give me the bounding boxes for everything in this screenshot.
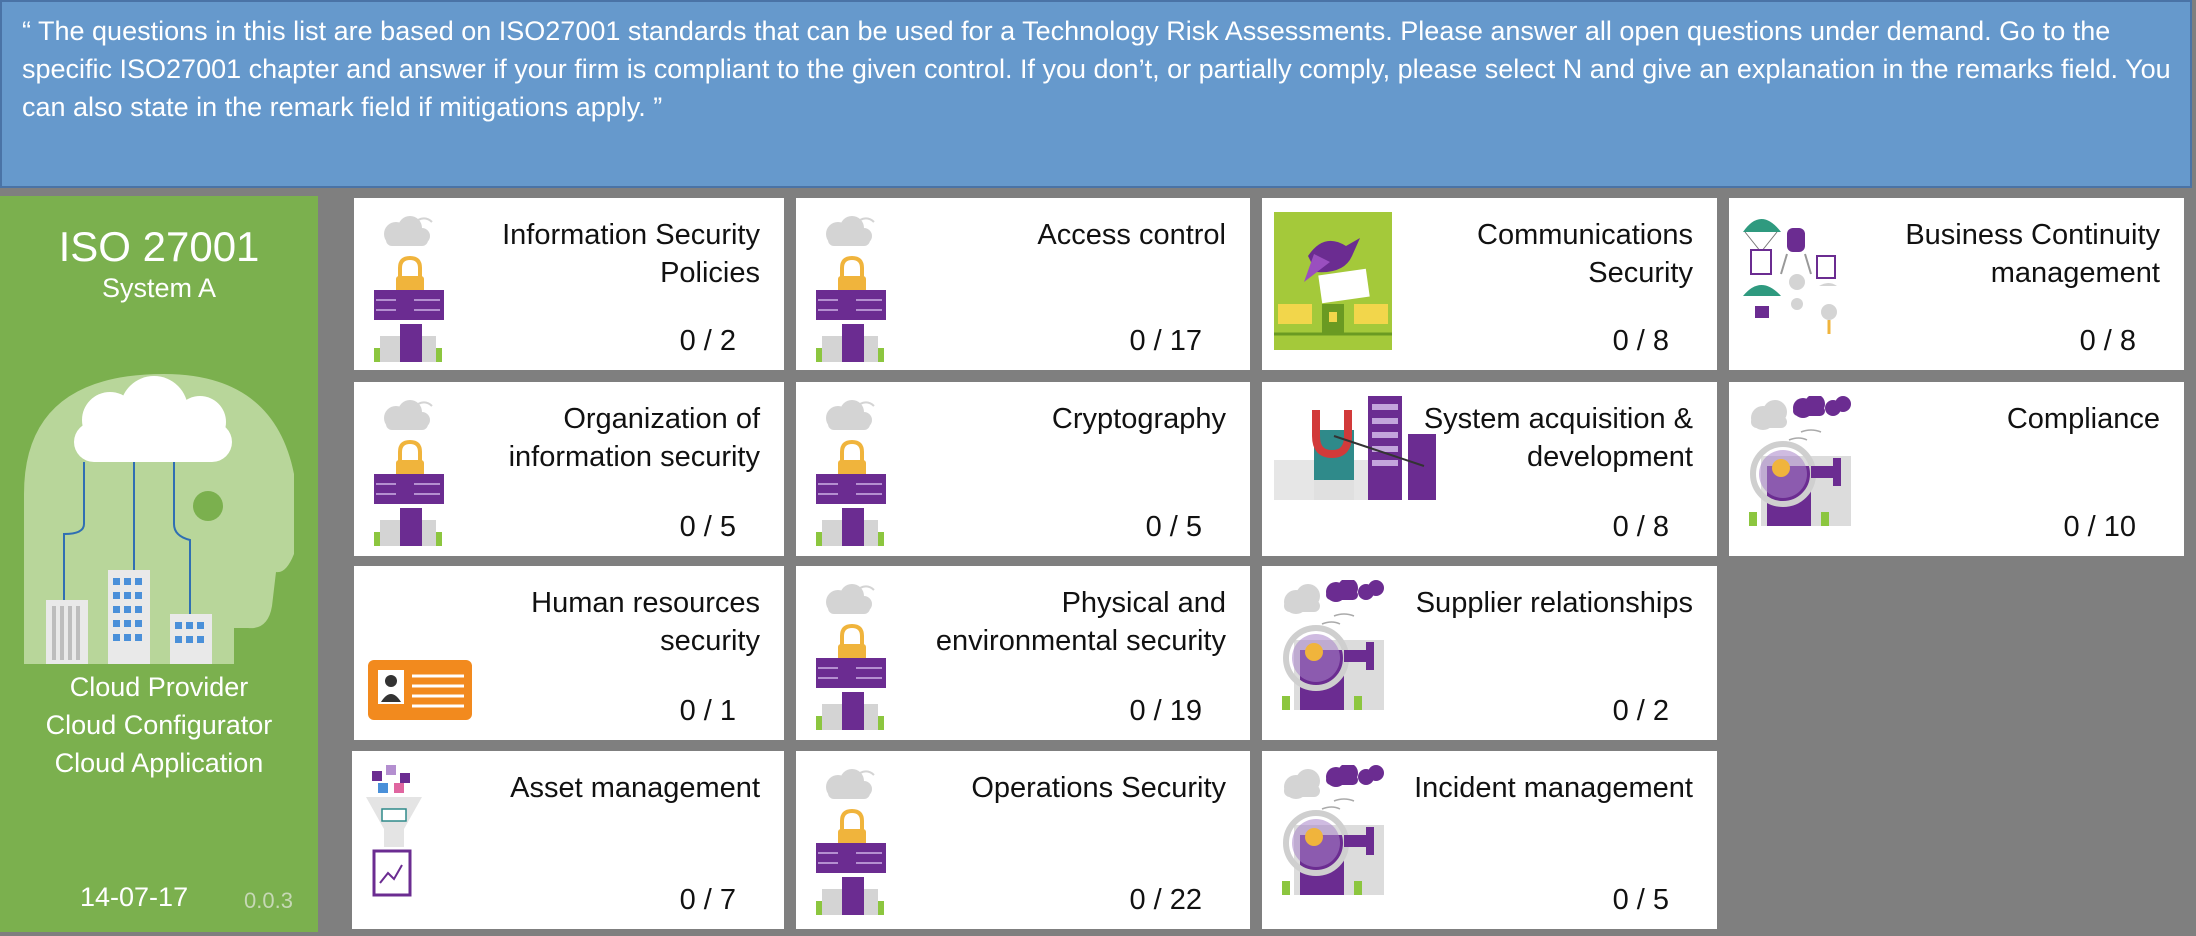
tile-title-line: development (1526, 441, 1693, 473)
tile-title: Asset management (510, 769, 760, 807)
tile-asset-management[interactable]: Asset management 0 / 7 (352, 751, 784, 929)
tile-title-line: Policies (660, 257, 760, 289)
tile-operations-security[interactable]: Operations Security 0 / 22 (796, 751, 1250, 929)
tile-title: Business Continuity management (1905, 216, 2160, 292)
role-cloud-provider: Cloud Provider (69, 672, 249, 702)
tile-communications-security[interactable]: Communications Security 0 / 8 (1262, 198, 1717, 370)
tile-title-line: Supplier relationships (1415, 587, 1693, 619)
funnel-document-icon (364, 765, 424, 910)
lock-building-icon (808, 212, 888, 367)
magnifier-building-icon (1274, 763, 1394, 904)
system-name: System A (101, 273, 217, 303)
tile-progress-count: 0 / 1 (679, 695, 736, 727)
tile-progress-count: 0 / 8 (1612, 511, 1669, 543)
tile-supplier-relationships[interactable]: Supplier relationships 0 / 2 (1262, 566, 1717, 740)
lock-building-icon (808, 396, 888, 551)
tile-title-line: Business Continuity (1905, 219, 2160, 251)
tile-title-line: environmental security (935, 625, 1226, 657)
tile-progress-count: 0 / 8 (2079, 325, 2136, 357)
tile-progress-count: 0 / 17 (1129, 325, 1202, 357)
tile-title: Information Security Policies (502, 216, 760, 292)
tile-title-line: Communications (1477, 219, 1693, 251)
tile-title-line: Physical and (1061, 587, 1226, 619)
tile-title: Communications Security (1477, 216, 1693, 292)
tile-title: Supplier relationships (1416, 584, 1693, 622)
magnifier-building-icon (1274, 578, 1394, 719)
tile-title: Incident management (1414, 769, 1693, 807)
tile-title: Physical and environmental security (936, 584, 1226, 660)
tile-title: System acquisition & development (1424, 400, 1693, 476)
tile-title: Cryptography (1052, 400, 1226, 438)
tile-incident-management[interactable]: Incident management 0 / 5 (1262, 751, 1717, 929)
tile-cryptography[interactable]: Cryptography 0 / 5 (796, 382, 1250, 556)
tile-title-line: management (1990, 257, 2160, 289)
tile-title-line: Asset management (510, 772, 760, 804)
tile-title-line: Incident management (1414, 772, 1693, 804)
tile-title-line: Cryptography (1051, 403, 1226, 435)
tile-title-line: Access control (1037, 219, 1226, 251)
tile-title: Access control (1037, 216, 1226, 254)
tile-title: Human resources security (531, 584, 760, 660)
parachute-icon (1741, 212, 1841, 351)
tile-title-line: Compliance (2006, 403, 2160, 435)
tile-title-line: Information Security (502, 219, 760, 251)
tile-information-security-policies[interactable]: Information Security Policies 0 / 2 (354, 198, 784, 370)
instructions-banner: “ The questions in this list are based o… (0, 0, 2192, 188)
tile-title: Operations Security (971, 769, 1226, 807)
tile-title: Compliance (2007, 400, 2160, 438)
tile-progress-count: 0 / 22 (1129, 884, 1202, 916)
tile-system-acquisition-development[interactable]: System acquisition & development 0 / 8 (1262, 382, 1717, 556)
tile-title-line: Operations Security (971, 772, 1226, 804)
tile-progress-count: 0 / 5 (679, 511, 736, 543)
lock-building-icon (366, 396, 446, 551)
report-date: 14-07-17 (80, 882, 189, 912)
role-cloud-configurator: Cloud Configurator (45, 710, 273, 740)
bird-envelope-icon (1274, 212, 1392, 355)
tile-title-line: Security (1588, 257, 1693, 289)
lock-building-icon (808, 765, 888, 920)
tile-title-line: System acquisition & (1423, 403, 1693, 435)
cloud-head-illustration (24, 374, 294, 664)
tile-title-line: security (660, 625, 760, 657)
tile-progress-count: 0 / 7 (679, 884, 736, 916)
tile-progress-count: 0 / 5 (1145, 511, 1202, 543)
tile-title-line: information security (508, 441, 760, 473)
version-label: 0.0.3 (244, 888, 293, 913)
tile-progress-count: 0 / 2 (1612, 695, 1669, 727)
magnifier-building-icon (1741, 394, 1861, 535)
tile-progress-count: 0 / 2 (679, 325, 736, 357)
tile-progress-count: 0 / 5 (1612, 884, 1669, 916)
tile-progress-count: 0 / 10 (2063, 511, 2136, 543)
tile-title-line: Human resources (531, 587, 760, 619)
lock-building-icon (808, 580, 888, 735)
tile-title-line: Organization of (563, 403, 760, 435)
tile-business-continuity-management[interactable]: Business Continuity management 0 / 8 (1729, 198, 2184, 370)
cloud-roles: Cloud Provider Cloud Configurator Cloud … (0, 668, 318, 782)
tile-progress-count: 0 / 19 (1129, 695, 1202, 727)
lock-building-icon (366, 212, 446, 367)
tile-progress-count: 0 / 8 (1612, 325, 1669, 357)
tile-compliance[interactable]: Compliance 0 / 10 (1729, 382, 2184, 556)
tile-title: Organization of information security (509, 400, 760, 476)
sidebar-panel: ISO 27001 System A Cloud Provid (0, 196, 318, 932)
page-title: ISO 27001 (58, 223, 260, 270)
tile-organization-of-information-security[interactable]: Organization of information security 0 / 5 (354, 382, 784, 556)
tile-access-control[interactable]: Access control 0 / 17 (796, 198, 1250, 370)
tile-human-resources-security[interactable]: Human resources security 0 / 1 (354, 566, 784, 740)
role-cloud-application: Cloud Application (54, 748, 264, 778)
server-magnet-icon (1274, 396, 1440, 505)
tile-physical-and-environmental-security[interactable]: Physical and environmental security 0 / 19 (796, 566, 1250, 740)
instructions-text: “ The questions in this list are based o… (22, 16, 2171, 122)
id-card-icon (366, 580, 474, 725)
